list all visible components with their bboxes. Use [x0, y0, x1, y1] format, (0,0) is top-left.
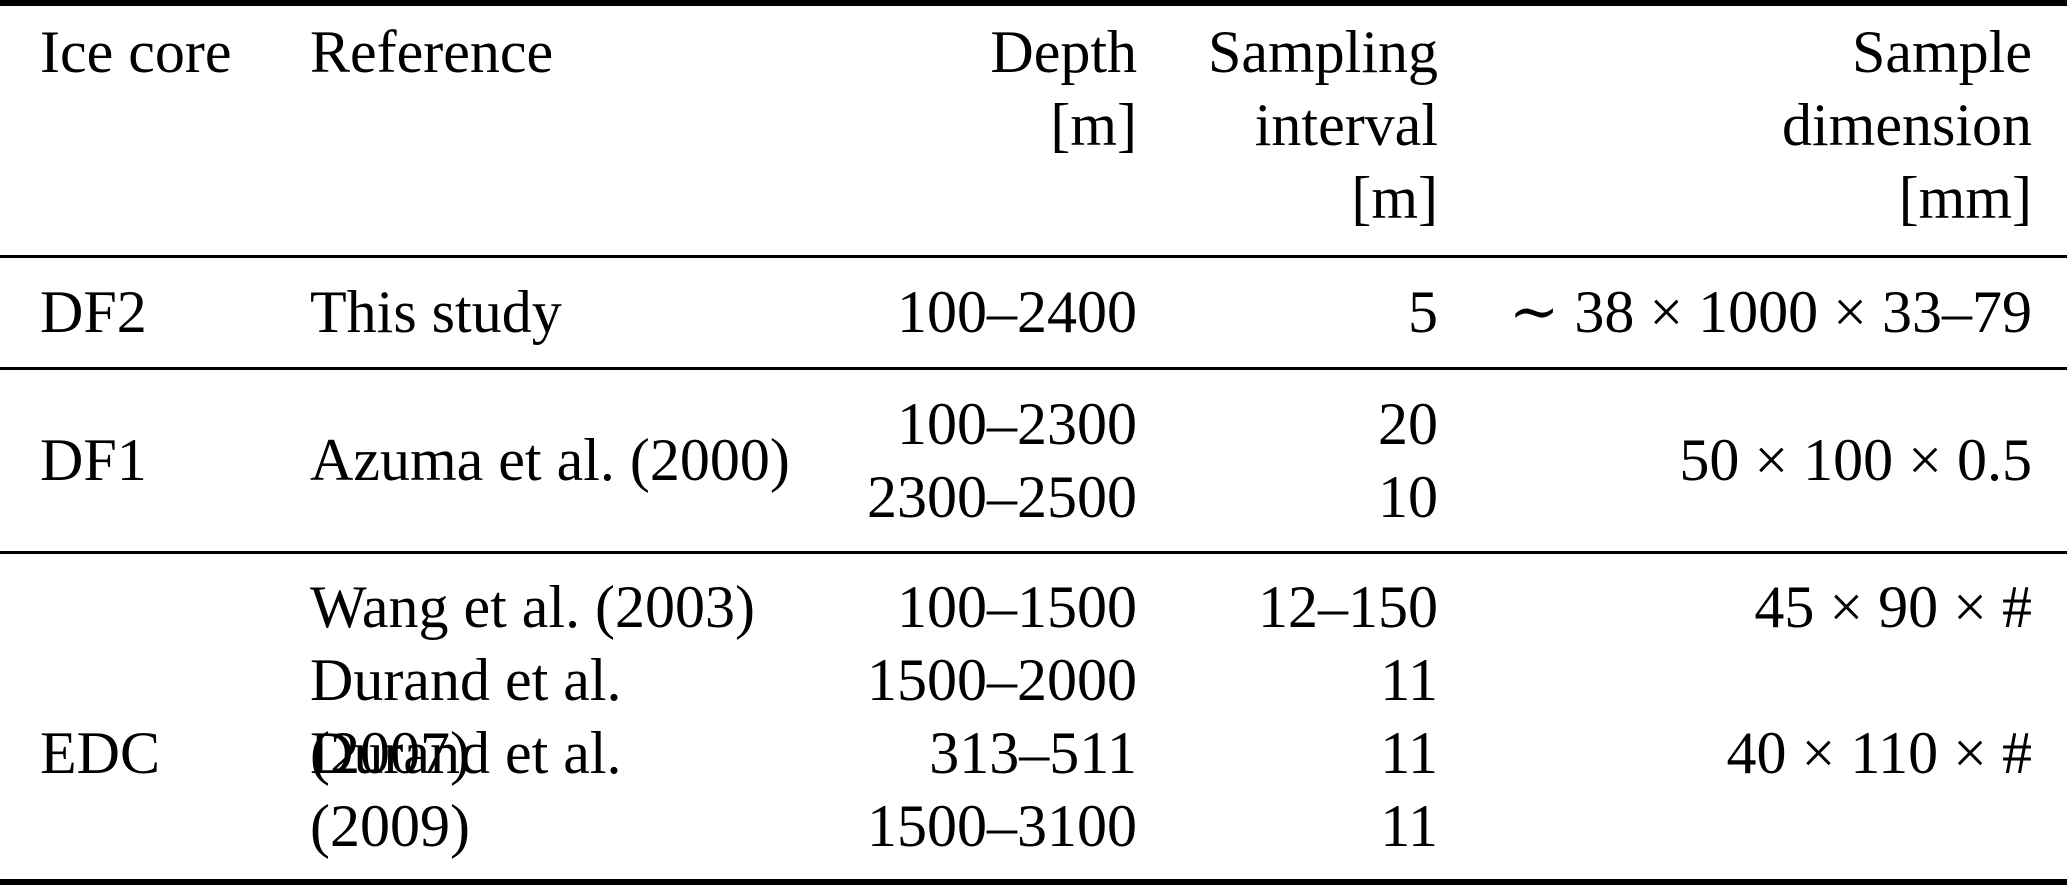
cell-edc-depth-1: 100–1500: [897, 573, 1137, 640]
header-depth-line1: Depth: [990, 19, 1137, 85]
cell-df1-interval-2: 10: [1378, 463, 1438, 530]
cell-edc-dimension-1: 45 × 90 × #: [1754, 573, 2032, 640]
cell-edc-interval-1: 12–150: [1258, 573, 1438, 640]
horizontal-rule-1: [0, 255, 2067, 258]
header-dimension-line1: Sample: [1852, 19, 2032, 85]
header-reference: Reference: [310, 16, 790, 235]
header-reference-line: Reference: [310, 19, 554, 85]
horizontal-rule-2: [0, 367, 2067, 370]
table-row-df2: DF2 This study 100–2400 5 ∼ 38 × 1000 × …: [0, 258, 2067, 367]
cell-df2-dimension: ∼ 38 × 1000 × 33–79: [1509, 279, 2032, 345]
cell-df1-reference: Azuma et al. (2000): [310, 427, 790, 493]
cell-df1-intervals: 20 10: [1137, 388, 1438, 534]
cell-edc-interval-3: 11: [1380, 719, 1438, 786]
cell-edc-interval-4: 11: [1380, 792, 1438, 859]
table-header-row: Ice core Reference Depth [m] Sampling in…: [0, 6, 2067, 255]
table-row-df1: DF1 Azuma et al. (2000) 100–2300 2300–25…: [0, 370, 2067, 551]
cell-df1-depth-1: 100–2300: [897, 390, 1137, 457]
cell-df1-core: DF1: [40, 427, 147, 493]
header-dimension-unit: [mm]: [1898, 165, 2032, 231]
cell-df2-core: DF2: [40, 279, 147, 345]
table-row-group-edc: EDC Wang et al. (2003) Durand et al. (20…: [0, 554, 2067, 879]
header-sample-dimension: Sample dimension [mm]: [1438, 16, 2032, 235]
cell-df2-depth: 100–2400: [897, 279, 1137, 345]
cell-df1-depths: 100–2300 2300–2500: [790, 388, 1137, 534]
horizontal-rule-3: [0, 551, 2067, 554]
header-dimension-line2: dimension: [1782, 92, 2032, 158]
cell-df1-interval-1: 20: [1378, 390, 1438, 457]
header-sampling-unit: [m]: [1351, 165, 1438, 231]
header-sampling-line2: interval: [1254, 92, 1438, 158]
cell-edc-reference-3: Durand et al. (2009): [310, 719, 622, 859]
header-sampling-interval: Sampling interval [m]: [1137, 16, 1438, 235]
cell-edc-interval-2: 11: [1380, 646, 1438, 713]
cell-edc-depth-3: 313–511: [929, 719, 1137, 786]
cell-edc-depth-2: 1500–2000: [867, 646, 1137, 713]
cell-edc-core: EDC: [40, 719, 160, 786]
header-ice-core: Ice core: [40, 16, 310, 235]
cell-df1-depth-2: 2300–2500: [867, 463, 1137, 530]
cell-edc-reference-2: Durand et al. (2007): [310, 646, 622, 786]
cell-edc-reference-1: Wang et al. (2003): [310, 573, 756, 640]
cell-df2-reference: This study: [310, 279, 562, 345]
header-depth-unit: [m]: [1050, 92, 1137, 158]
cell-df1-dimension: 50 × 100 × 0.5: [1679, 427, 2032, 493]
header-ice-core-line: Ice core: [40, 19, 232, 85]
header-depth: Depth [m]: [790, 16, 1137, 235]
cell-edc-dimension-2: 40 × 110 × #: [1726, 719, 2032, 786]
cell-df2-interval: 5: [1408, 279, 1438, 345]
cell-edc-depth-4: 1500–3100: [867, 792, 1137, 859]
header-sampling-line1: Sampling: [1207, 19, 1438, 85]
